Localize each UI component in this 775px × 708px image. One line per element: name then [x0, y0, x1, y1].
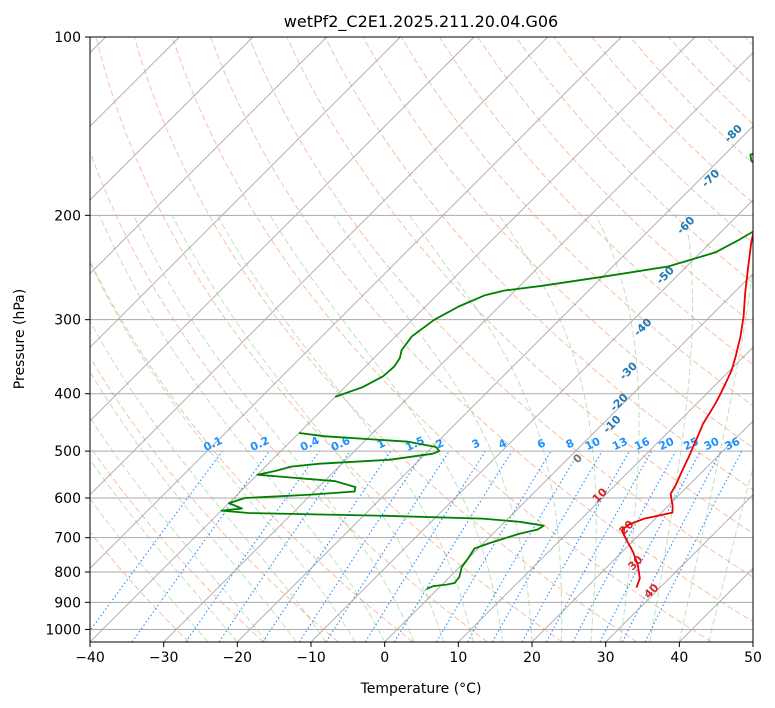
moist-adiabat-line	[678, 264, 753, 642]
profile-line-1	[620, 230, 753, 588]
x-tick-label: 0	[380, 650, 389, 666]
isotherm-line	[90, 37, 696, 642]
isotherm-line	[384, 273, 753, 642]
dry-adiabat-line	[210, 37, 753, 623]
y-tick-label: 900	[54, 595, 81, 611]
isotherm-line	[163, 52, 753, 642]
mixing-ratio-label: 10	[583, 435, 603, 453]
mixing-ratio-label: 20	[657, 435, 677, 453]
profile-series	[220, 152, 753, 590]
x-axis-label: Temperature (°C)	[360, 681, 482, 697]
isotherm-line	[531, 420, 753, 642]
moist-adiabat-line	[216, 215, 474, 642]
x-tick-label: −40	[75, 650, 105, 666]
isotherm-line	[605, 494, 753, 642]
y-tick-label: 400	[54, 387, 81, 403]
moist-adiabat-line	[708, 465, 753, 642]
x-tick-label: 20	[523, 650, 541, 666]
dry-adiabat-line	[90, 445, 264, 642]
y-tick-label: 600	[54, 491, 81, 507]
x-tick-label: 40	[670, 650, 688, 666]
moist-adiabat-line	[498, 215, 597, 642]
mixing-ratio-line	[521, 450, 630, 642]
isotherm-line	[458, 346, 753, 642]
y-tick-label: 100	[54, 30, 81, 46]
mixing-ratio-line	[393, 450, 513, 642]
isotherm-line	[90, 37, 327, 275]
dry-adiabat-line	[248, 37, 753, 578]
moist-adiabat-line	[332, 215, 533, 642]
mixing-ratio-label: 16	[632, 435, 652, 453]
profile-line-2	[220, 432, 545, 590]
x-tick-label: −10	[296, 650, 326, 666]
x-tick-label: −30	[149, 650, 179, 666]
dry-adiabat-line	[133, 37, 638, 642]
isotherm-line	[90, 37, 401, 348]
mixing-ratio-line	[262, 450, 392, 642]
x-tick-label: 30	[597, 650, 615, 666]
y-tick-label: 700	[54, 531, 81, 547]
isotherm-line	[90, 37, 254, 201]
plot-background	[90, 37, 753, 642]
y-tick-label: 300	[54, 313, 81, 329]
x-tick-label: 10	[449, 650, 467, 666]
y-tick-label: 500	[54, 444, 81, 460]
isotherm-line	[752, 641, 753, 642]
y-tick-label: 200	[54, 208, 81, 224]
moist-adiabat-line	[90, 497, 209, 642]
grid-lines	[90, 37, 753, 642]
x-axis: −40 −30 −20 −10 0 10 20 30 40 50	[75, 642, 762, 666]
mixing-ratio-line	[131, 450, 270, 642]
isotherm-line	[90, 37, 548, 496]
y-tick-label: 800	[54, 565, 81, 581]
moist-adiabat-line	[90, 370, 297, 642]
dry-adiabat-label: -90	[751, 78, 774, 101]
skewt-background-lines	[90, 37, 753, 642]
moist-adiabat-line	[90, 261, 356, 642]
chart-title: wetPf2_C2E1.2025.211.20.04.G06	[284, 12, 558, 32]
moist-adiabat-line	[90, 458, 238, 642]
plot-frame	[89, 36, 754, 643]
dry-adiabat-line	[90, 150, 488, 642]
mixing-ratio-label: 36	[723, 435, 743, 453]
dry-adiabat-line	[400, 37, 753, 407]
mixing-ratio-line	[545, 450, 653, 642]
y-axis: 1000 900 800 700 600 500 400 300 200 100	[45, 30, 90, 638]
dry-adiabat-line	[90, 531, 190, 642]
profile-line-3	[334, 152, 753, 398]
mixing-ratio-line	[185, 450, 320, 642]
dry-adiabat-line	[90, 356, 339, 642]
y-tick-label: 1000	[45, 622, 81, 638]
mixing-ratio-line	[644, 450, 743, 642]
moist-adiabat-line	[171, 215, 445, 642]
dry-adiabat-line	[95, 37, 563, 642]
skewt-background-labels: -100-90-80-70-60-50-40-30-20-100.10.20.4…	[201, 78, 774, 601]
mixing-ratio-line	[325, 450, 450, 642]
moist-adiabat-line	[90, 320, 327, 642]
isotherm-line	[310, 199, 753, 642]
x-tick-label: 50	[744, 650, 762, 666]
mixing-ratio-line	[572, 450, 677, 642]
moist-adiabat-line	[269, 215, 503, 642]
mixing-ratio-line	[298, 450, 425, 642]
x-tick-label: −20	[223, 650, 253, 666]
moist-adiabat-line	[408, 215, 563, 642]
isotherm-line	[237, 125, 753, 642]
isotherm-line	[90, 37, 475, 422]
moist-adiabat-line	[90, 416, 268, 642]
dry-adiabat-line	[515, 37, 753, 284]
dry-adiabat-line	[438, 37, 753, 366]
dry-adiabat-line	[171, 37, 712, 642]
moist-adiabat-line	[133, 215, 415, 642]
y-axis-label: Pressure (hPa)	[12, 289, 28, 389]
mixing-ratio-line	[90, 450, 223, 632]
mixing-ratio-line	[218, 450, 351, 642]
moist-adiabat-line	[595, 215, 640, 642]
isotherm-line	[90, 37, 622, 569]
mixing-ratio-label: 13	[610, 435, 629, 453]
mixing-ratio-label: 30	[702, 435, 722, 453]
